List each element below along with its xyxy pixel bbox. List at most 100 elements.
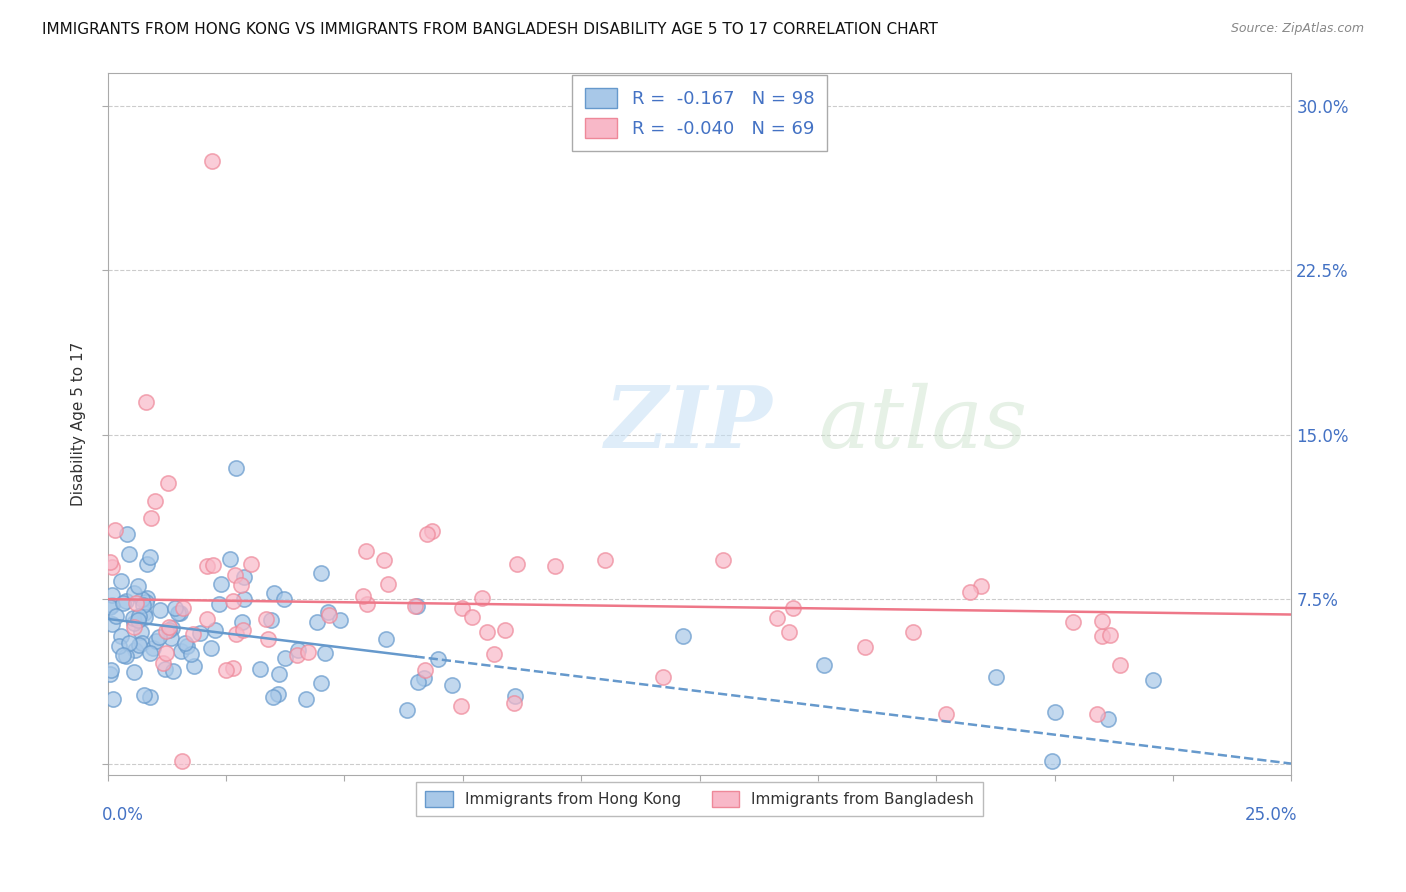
Point xyxy=(149,603,172,617)
Point xyxy=(1091,614,1114,628)
Point xyxy=(413,663,436,677)
Point xyxy=(766,611,789,625)
Point xyxy=(778,624,800,639)
Point xyxy=(377,577,399,591)
Point xyxy=(482,648,505,662)
Point xyxy=(1091,630,1114,644)
Point xyxy=(115,649,138,664)
Point xyxy=(165,600,187,615)
Point xyxy=(139,690,162,705)
Point xyxy=(148,630,170,644)
Point xyxy=(214,663,236,677)
Point xyxy=(195,612,218,626)
Point xyxy=(134,610,156,624)
Point xyxy=(122,615,145,630)
Point xyxy=(233,570,256,584)
Y-axis label: Disability Age 5 to 17: Disability Age 5 to 17 xyxy=(72,342,86,506)
Point xyxy=(100,616,122,631)
Point xyxy=(782,601,804,615)
Point xyxy=(231,615,253,630)
Point xyxy=(1109,658,1132,673)
Point xyxy=(285,648,308,663)
Point xyxy=(406,599,429,613)
Point xyxy=(416,527,439,541)
Point xyxy=(98,667,121,681)
Point xyxy=(170,755,193,769)
Point xyxy=(145,634,167,648)
Point xyxy=(111,648,134,662)
Point xyxy=(222,594,245,608)
Point xyxy=(204,624,226,638)
Point xyxy=(328,613,350,627)
Point xyxy=(450,698,472,713)
Point xyxy=(318,607,340,622)
Point xyxy=(103,691,125,706)
Point xyxy=(141,511,163,525)
Point xyxy=(221,660,243,674)
Point xyxy=(139,550,162,565)
Point xyxy=(260,613,283,627)
Point xyxy=(122,585,145,599)
Point xyxy=(132,606,155,620)
Point xyxy=(494,623,516,637)
Point xyxy=(118,547,141,561)
Point xyxy=(153,662,176,676)
Point xyxy=(100,664,122,678)
Point xyxy=(114,594,136,608)
Point xyxy=(1099,628,1122,642)
Point xyxy=(273,591,295,606)
Point xyxy=(240,557,263,571)
Point xyxy=(1085,706,1108,721)
Text: atlas: atlas xyxy=(818,383,1026,465)
Point xyxy=(162,665,184,679)
Point xyxy=(1040,754,1063,768)
Point xyxy=(167,606,190,620)
Point xyxy=(136,558,159,572)
Point xyxy=(405,599,427,613)
Point xyxy=(172,601,194,615)
Point xyxy=(354,544,377,558)
Point xyxy=(156,476,179,491)
Point xyxy=(309,676,332,690)
Point xyxy=(959,585,981,599)
Point xyxy=(128,638,150,652)
Point xyxy=(155,624,177,639)
Point xyxy=(225,460,247,475)
Point xyxy=(426,652,449,666)
Point xyxy=(125,596,148,610)
Point xyxy=(309,566,332,581)
Point xyxy=(121,611,143,625)
Point xyxy=(440,678,463,692)
Point xyxy=(118,636,141,650)
Point xyxy=(970,579,993,593)
Point xyxy=(257,632,280,646)
Point xyxy=(183,658,205,673)
Point xyxy=(314,646,336,660)
Point xyxy=(287,643,309,657)
Point xyxy=(305,615,328,629)
Point xyxy=(104,523,127,537)
Point xyxy=(157,623,180,637)
Point xyxy=(122,665,145,680)
Point xyxy=(201,153,224,168)
Point xyxy=(101,559,124,574)
Point xyxy=(173,635,195,649)
Point xyxy=(98,599,121,614)
Point xyxy=(505,689,527,703)
Point xyxy=(202,558,225,572)
Point xyxy=(853,640,876,655)
Point xyxy=(131,592,153,607)
Point xyxy=(1097,712,1119,726)
Point xyxy=(131,598,153,612)
Point xyxy=(135,395,157,409)
Text: Source: ZipAtlas.com: Source: ZipAtlas.com xyxy=(1230,22,1364,36)
Point xyxy=(233,592,256,607)
Point xyxy=(195,559,218,574)
Point xyxy=(901,625,924,640)
Point xyxy=(406,674,429,689)
Point xyxy=(295,691,318,706)
Point xyxy=(451,600,474,615)
Point xyxy=(170,644,193,658)
Point xyxy=(1142,673,1164,688)
Point xyxy=(229,578,252,592)
